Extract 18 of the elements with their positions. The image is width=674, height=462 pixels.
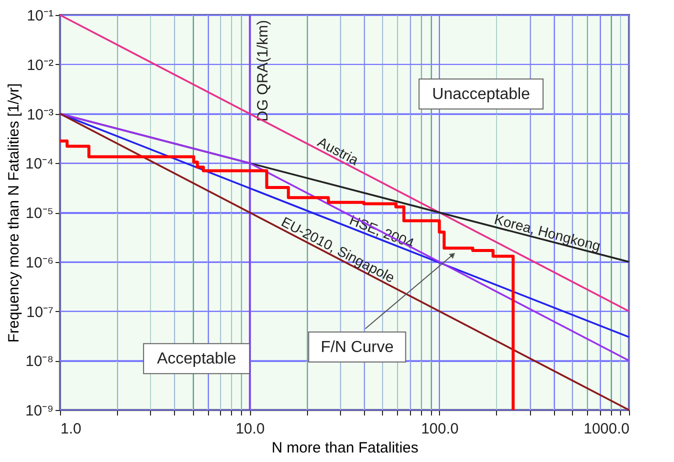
- x-tick-label: 100.0: [421, 420, 459, 438]
- y-tick-label: 10⁻⁴: [25, 156, 54, 173]
- annotation: Unacceptable: [432, 86, 530, 103]
- x-tick-label: 1000.0: [584, 420, 630, 438]
- y-tick-label: 10⁻²: [26, 56, 54, 74]
- annotation: Acceptable: [156, 350, 236, 368]
- y-tick-label: 10⁻⁷: [26, 304, 54, 321]
- annotation: F/N Curve: [320, 338, 394, 356]
- x-tick-label: 1.0: [60, 420, 82, 438]
- y-axis-title: Frequency more than N Fatalities [1/yr]: [5, 83, 22, 343]
- y-tick-label: 10⁻⁵: [26, 205, 54, 222]
- y-tick-label: 10⁻³: [26, 106, 54, 124]
- y-tick-label: 10⁻¹: [26, 8, 54, 24]
- y-tick-label: 10⁻⁶: [26, 254, 54, 272]
- x-tick-label: 10.0: [236, 420, 265, 438]
- y-tick-label: 10⁻⁹: [25, 402, 54, 420]
- y-tick-label: 10⁻⁸: [25, 353, 54, 370]
- x-axis-title: N more than Fatalities: [272, 440, 418, 456]
